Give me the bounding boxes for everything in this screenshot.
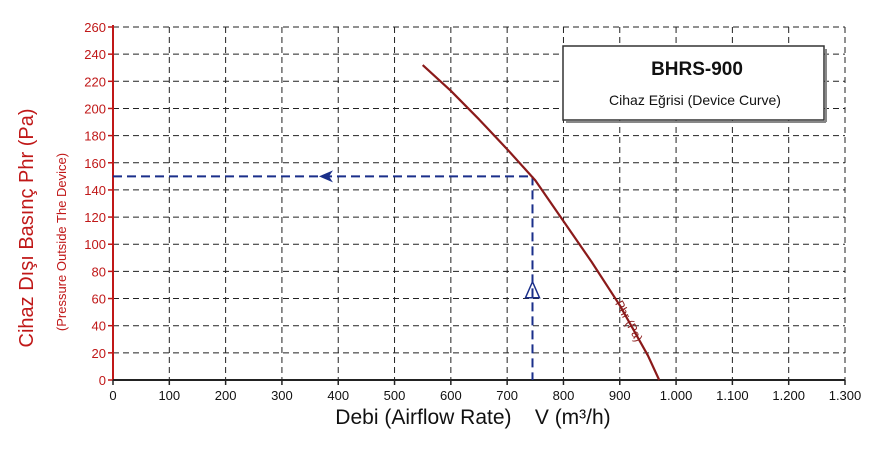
y-axis-label-secondary: (Pressure Outside The Device) bbox=[54, 153, 69, 331]
x-tick-label-6: 600 bbox=[440, 388, 462, 403]
x-tick-label-9: 900 bbox=[609, 388, 631, 403]
grid-lines bbox=[113, 26, 846, 380]
chart-subtitle: Cihaz Eğrisi (Device Curve) bbox=[609, 92, 781, 108]
x-tick-label-7: 700 bbox=[496, 388, 518, 403]
y-tick-label-8: 160 bbox=[84, 156, 106, 171]
y-tick-label-1: 20 bbox=[92, 346, 106, 361]
x-tick-labels: 0 100 200 300 400 500 600 700 800 900 1.000 1.100 1.… bbox=[109, 388, 861, 403]
y-tick-label-13: 260 bbox=[84, 20, 106, 35]
y-tick-label-9: 180 bbox=[84, 129, 106, 144]
x-tick-label-2: 200 bbox=[215, 388, 237, 403]
x-tick-label-0: 0 bbox=[109, 388, 116, 403]
y-tick-label-4: 80 bbox=[92, 264, 106, 279]
x-tick-label-4: 400 bbox=[327, 388, 349, 403]
y-tick-label-3: 60 bbox=[92, 292, 106, 307]
y-tick-label-0: 0 bbox=[99, 373, 106, 388]
guide-arrow-up bbox=[524, 279, 541, 299]
title-box bbox=[562, 45, 825, 121]
y-tick-label-10: 200 bbox=[84, 101, 106, 116]
x-tick-label-3: 300 bbox=[271, 388, 293, 403]
y-tick-label-12: 240 bbox=[84, 47, 106, 62]
y-tick-label-6: 120 bbox=[84, 210, 106, 225]
x-tick-label-11: 1.100 bbox=[716, 388, 749, 403]
y-tick-label-2: 40 bbox=[92, 319, 106, 334]
series-line-0 bbox=[421, 64, 661, 381]
x-tick-label-13: 1.300 bbox=[829, 388, 862, 403]
axes bbox=[108, 25, 846, 385]
guide-arrow-left bbox=[318, 170, 333, 183]
x-tick-label-12: 1.200 bbox=[772, 388, 805, 403]
x-tick-label-10: 1.000 bbox=[660, 388, 693, 403]
operating-point-guides bbox=[113, 170, 541, 380]
x-tick-label-8: 800 bbox=[553, 388, 575, 403]
series-label-0: Phr (Pa) bbox=[612, 298, 645, 344]
chart-title: BHRS-900 bbox=[651, 59, 743, 80]
x-axis-label: Debi (Airflow Rate) V (m³/h) bbox=[335, 406, 610, 429]
x-tick-label-5: 500 bbox=[384, 388, 406, 403]
y-tick-label-7: 140 bbox=[84, 183, 106, 198]
y-tick-labels: 0 20 40 60 80 100 120 140 160 180 200 220 240 260 bbox=[84, 20, 106, 388]
y-tick-label-5: 100 bbox=[84, 237, 106, 252]
y-axis-label: Cihaz Dışı Basınç Phr (Pa) bbox=[16, 109, 38, 348]
x-tick-label-1: 100 bbox=[158, 388, 180, 403]
y-tick-label-11: 220 bbox=[84, 74, 106, 89]
